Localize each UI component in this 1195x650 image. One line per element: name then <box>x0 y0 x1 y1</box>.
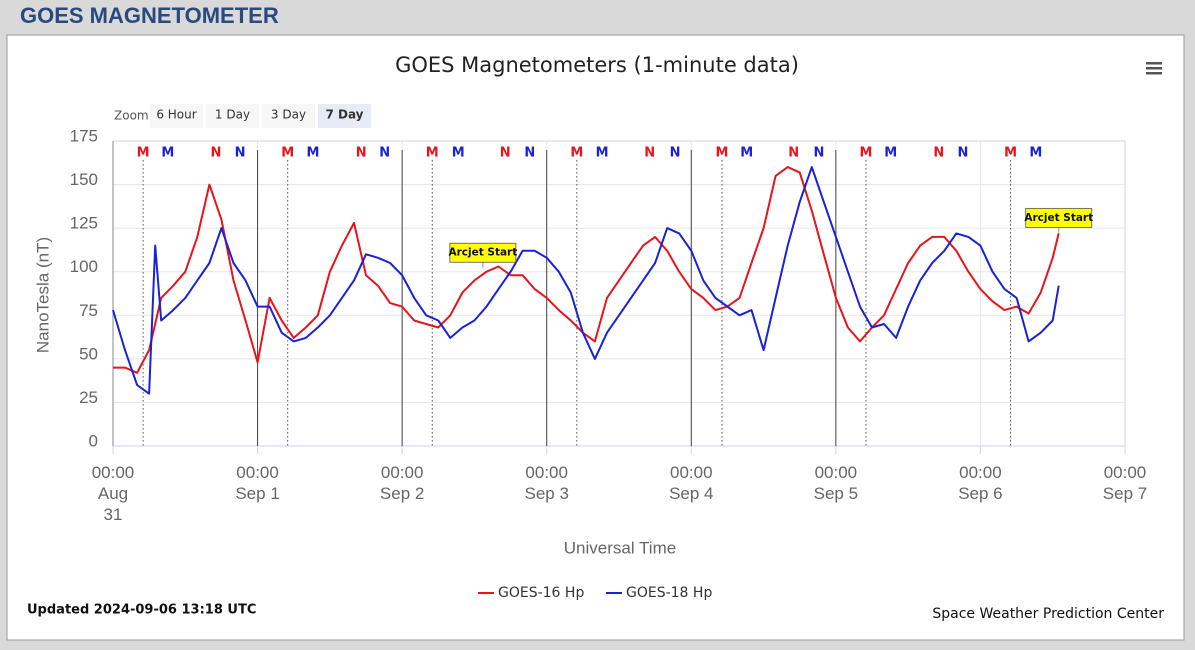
legend-label: GOES-18 Hp <box>626 585 712 601</box>
zoom-button-bg <box>262 104 315 128</box>
zoom-button-bg <box>318 104 371 128</box>
updated-note: Updated 2024-09-06 13:18 UTC <box>27 603 256 618</box>
marker-label: M <box>596 146 609 161</box>
zoom-button[interactable]: 7 Day <box>318 104 371 128</box>
legend-item[interactable]: GOES-18 Hp <box>606 585 712 601</box>
zoom-label: Zoom <box>114 109 149 123</box>
series-line <box>112 166 1060 395</box>
x-tick-label: 00:00 Sep 3 <box>524 463 569 503</box>
marker-label: M <box>1004 146 1017 161</box>
annotation-label: Arcjet Start <box>1024 212 1093 224</box>
x-tick-label: 00:00 Sep 7 <box>1102 463 1148 503</box>
marker-label: N <box>644 146 655 161</box>
marker-label: M <box>860 146 873 161</box>
zoom-button-bg <box>150 104 203 128</box>
series-line <box>113 166 1060 374</box>
y-tick-label: 125 <box>70 214 98 233</box>
menu-button[interactable] <box>1144 58 1164 78</box>
x-tick-label: 00:00 Aug 31 <box>91 463 135 524</box>
marker-label: N <box>500 146 511 161</box>
marker-label: N <box>356 146 367 161</box>
chart-title: GOES Magnetometers (1-minute data) <box>395 53 799 77</box>
marker-label: M <box>570 146 583 161</box>
legend-item[interactable]: GOES-16 Hp <box>478 585 584 601</box>
y-tick-label: 150 <box>70 170 98 189</box>
marker-label: M <box>884 146 897 161</box>
marker-label: N <box>670 146 681 161</box>
y-tick-label: 50 <box>79 344 98 363</box>
zoom-button-label: 3 Day <box>271 108 306 122</box>
zoom-button[interactable]: 3 Day <box>262 104 315 128</box>
x-tick-label: 00:00 Sep 6 <box>958 463 1003 503</box>
x-tick-label: 00:00 Sep 2 <box>379 463 425 503</box>
y-tick-label: 175 <box>70 126 98 145</box>
y-tick-label: 75 <box>79 301 98 320</box>
credit: Space Weather Prediction Center <box>932 606 1164 622</box>
marker-label: M <box>452 146 465 161</box>
y-axis-label: NanoTesla (nT) <box>33 237 52 353</box>
marker-label: M <box>137 146 150 161</box>
marker-label: M <box>1029 146 1042 161</box>
marker-label: N <box>379 146 390 161</box>
marker-label: N <box>933 146 944 161</box>
zoom-button-bg <box>206 104 259 128</box>
zoom-button[interactable]: 1 Day <box>206 104 259 128</box>
x-axis-label: Universal Time <box>564 538 676 557</box>
marker-label: N <box>958 146 969 161</box>
legend-label: GOES-16 Hp <box>498 585 584 601</box>
y-tick-label: 100 <box>70 257 98 276</box>
menu-bar <box>1146 62 1162 65</box>
marker-label: N <box>211 146 222 161</box>
marker-label: N <box>524 146 535 161</box>
y-tick-label: 0 <box>89 431 98 450</box>
menu-bar <box>1146 72 1162 75</box>
marker-label: N <box>788 146 799 161</box>
annotation-box <box>449 242 517 263</box>
zoom-button-label: 7 Day <box>325 108 363 122</box>
zoom-button-label: 1 Day <box>215 108 250 122</box>
marker-label: N <box>814 146 825 161</box>
marker-label: M <box>307 146 320 161</box>
annotation-box <box>1025 207 1093 228</box>
zoom-button-label: 6 Hour <box>156 108 196 122</box>
zoom-button[interactable]: 6 Hour <box>150 104 203 128</box>
marker-label: M <box>161 146 174 161</box>
page-title: GOES MAGNETOMETER <box>20 3 279 28</box>
marker-label: N <box>235 146 246 161</box>
x-tick-label: 00:00 Sep 1 <box>235 463 280 503</box>
x-tick-label: 00:00 Sep 4 <box>669 463 714 503</box>
marker-label: M <box>281 146 294 161</box>
menu-bar <box>1146 67 1162 70</box>
marker-label: M <box>740 146 753 161</box>
y-tick-label: 25 <box>79 388 98 407</box>
marker-label: M <box>426 146 439 161</box>
annotation-label: Arcjet Start <box>448 247 517 259</box>
x-tick-label: 00:00 Sep 5 <box>813 463 859 503</box>
marker-label: M <box>716 146 729 161</box>
